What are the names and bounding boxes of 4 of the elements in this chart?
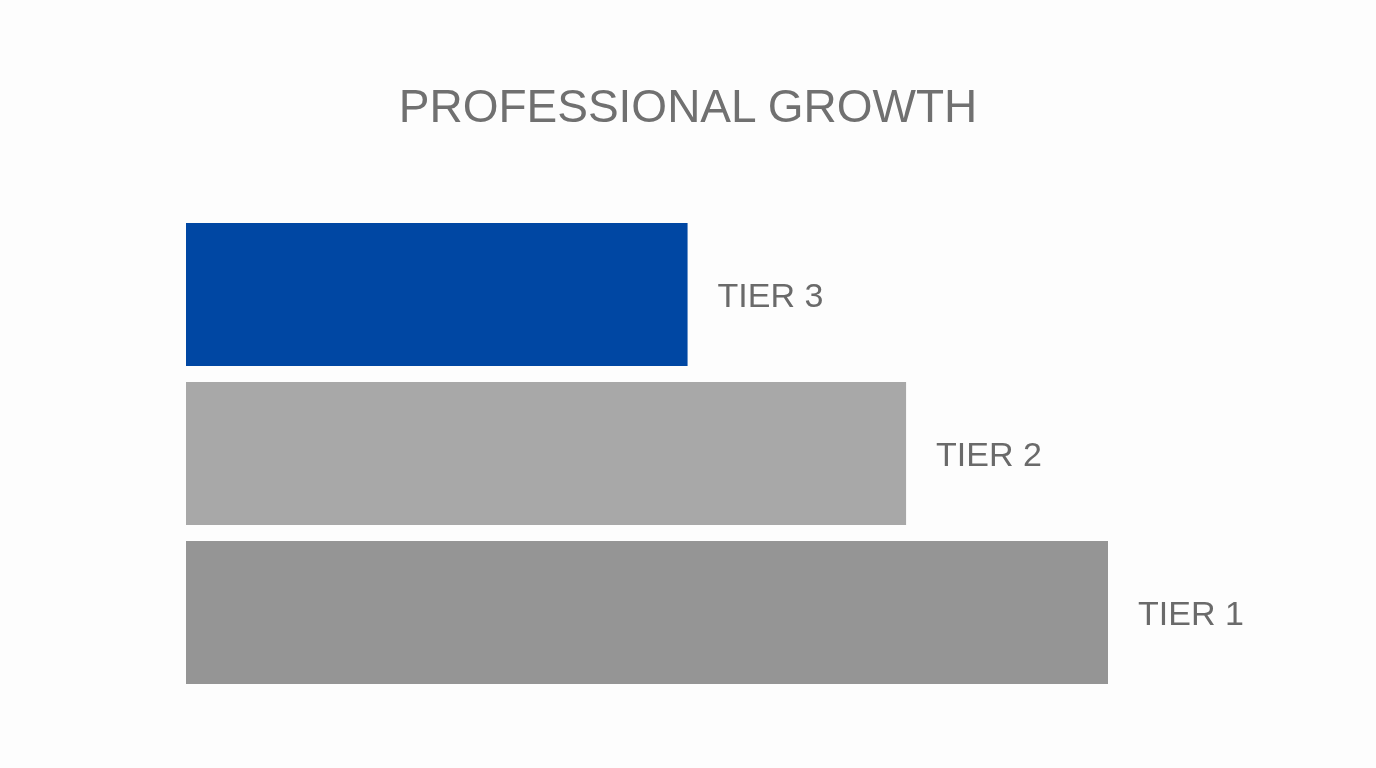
y-tick-label: TIER 3 xyxy=(717,275,824,314)
chart-title: PROFESSIONAL GROWTH xyxy=(398,80,978,132)
y-tick-label: TIER 2 xyxy=(936,434,1042,473)
y-tick-label: TIER 1 xyxy=(1138,593,1244,632)
